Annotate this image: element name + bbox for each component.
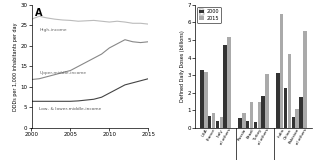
Bar (280, 14, 284, 128)
Bar (220, 117, 223, 128)
Bar (295, 109, 299, 128)
Bar (204, 72, 208, 128)
Bar (238, 118, 242, 128)
Bar (288, 54, 291, 128)
Text: A: A (35, 8, 43, 19)
Text: Upper-middle-income: Upper-middle-income (39, 71, 86, 75)
Bar (284, 88, 287, 128)
Text: High-income: High-income (39, 28, 67, 32)
Bar (208, 116, 211, 128)
Bar (212, 113, 215, 128)
Bar (254, 122, 257, 128)
Bar (276, 73, 280, 128)
Bar (303, 31, 306, 128)
Bar (227, 37, 231, 128)
Text: B: B (198, 8, 205, 19)
Bar (250, 102, 253, 128)
Bar (292, 116, 295, 128)
Y-axis label: Defined Daily Doses (billions): Defined Daily Doses (billions) (180, 31, 185, 102)
Legend: 2000, 2015: 2000, 2015 (198, 7, 221, 23)
Bar (246, 121, 249, 128)
Bar (261, 96, 265, 128)
Text: Low- & lower-middle-income: Low- & lower-middle-income (39, 107, 101, 111)
Bar (216, 121, 219, 128)
Bar (299, 97, 303, 128)
Y-axis label: DDDs per 1,000 inhabitants per day: DDDs per 1,000 inhabitants per day (13, 22, 18, 111)
Bar (258, 102, 261, 128)
Bar (223, 45, 227, 128)
Bar (200, 70, 204, 128)
Bar (265, 74, 269, 128)
Bar (242, 113, 245, 128)
